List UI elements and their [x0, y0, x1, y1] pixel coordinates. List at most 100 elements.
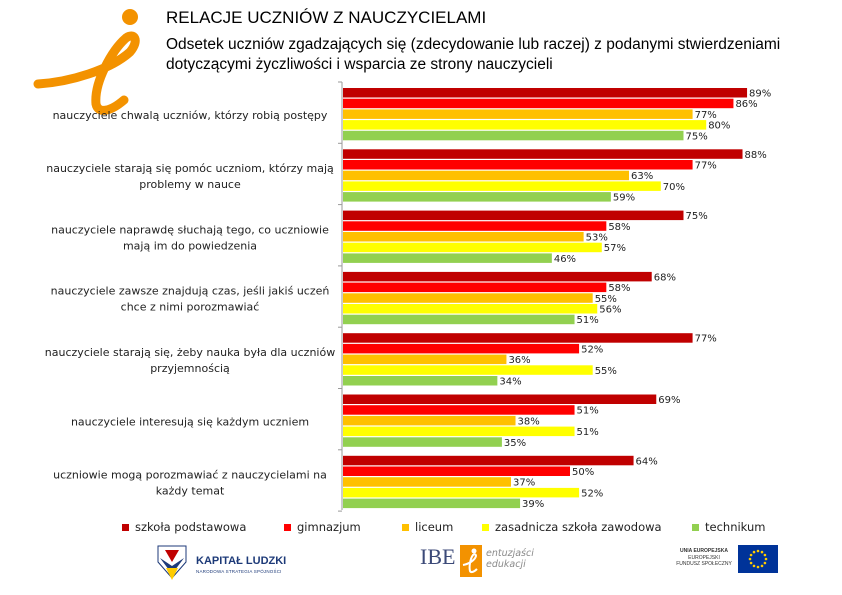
ibe-emblem-icon: [460, 545, 482, 577]
bar-gimnazjum: [343, 98, 734, 109]
data-label: 35%: [504, 438, 526, 449]
data-label: 55%: [595, 294, 617, 305]
legend-item: zasadnicza szkoła zawodowa: [482, 520, 662, 534]
bar-szkoła-podstawowa: [343, 333, 693, 343]
bar-gimnazjum: [343, 282, 607, 293]
eu-caption: UNIA EUROPEJSKA EUROPEJSKI FUNDUSZ SPOŁE…: [672, 548, 736, 568]
bar-szkoła-podstawowa: [343, 88, 748, 98]
data-label: 36%: [508, 355, 530, 366]
bar-gimnazjum: [343, 405, 575, 415]
data-label: 55%: [595, 366, 617, 377]
category-label: uczniowie mogą porozmawiać z nauczyciela…: [53, 469, 327, 482]
legend-swatch: [284, 523, 291, 531]
data-label: 88%: [745, 150, 767, 161]
page-title: RELACJE UCZNIÓW Z NAUCZYCIELAMI: [166, 8, 487, 27]
data-label: 59%: [613, 193, 635, 204]
data-label: 75%: [686, 131, 708, 142]
eu-star-icon: [763, 561, 767, 565]
bar-liceum: [343, 415, 516, 426]
data-label: 75%: [686, 211, 708, 222]
ibe-tagline-2: edukacji: [486, 559, 526, 570]
data-label: 77%: [695, 334, 717, 345]
eu-star-icon: [756, 565, 760, 569]
legend-item: liceum: [402, 520, 453, 534]
category-label: problemy w nauce: [139, 178, 241, 191]
bar-technikum: [343, 498, 521, 509]
legend-swatch: [482, 523, 489, 531]
bar-szkoła-podstawowa: [343, 455, 634, 466]
category-label: mają im do powiedzenia: [123, 239, 257, 252]
data-label: 37%: [513, 478, 535, 489]
bar-technikum: [343, 130, 684, 141]
data-label: 77%: [695, 161, 717, 172]
data-label: 68%: [654, 272, 676, 283]
bar-zasadnicza-szkoła-zawodowa: [343, 365, 593, 375]
bar-technikum: [343, 192, 611, 202]
data-label: 77%: [695, 110, 717, 121]
category-label: przyjemnością: [150, 362, 230, 375]
data-label: 51%: [577, 427, 599, 438]
legend-label: szkoła podstawowa: [135, 520, 247, 534]
bar-liceum: [343, 232, 584, 242]
category-label: nauczyciele starają się pomóc uczniom, k…: [46, 162, 334, 175]
legend-swatch: [402, 523, 409, 531]
eu-star-icon: [763, 553, 767, 557]
bar-gimnazjum: [343, 160, 693, 170]
eu-caption-2: EUROPEJSKI: [688, 554, 720, 561]
data-label: 56%: [599, 305, 621, 316]
category-label: nauczyciele starają się, żeby nauka była…: [45, 346, 335, 359]
data-label: 58%: [608, 222, 630, 233]
eu-flag-icon: [738, 545, 778, 573]
kapital-ludzki-emblem-icon: [157, 545, 187, 580]
bar-liceum: [343, 170, 630, 181]
data-label: 34%: [499, 377, 521, 388]
data-label: 89%: [749, 89, 771, 100]
eu-star-icon: [760, 550, 764, 554]
bar-szkoła-podstawowa: [343, 271, 652, 282]
bar-technikum: [343, 314, 575, 325]
eu-star-icon: [764, 557, 768, 561]
category-label: każdy temat: [156, 485, 225, 498]
data-label: 50%: [572, 467, 594, 478]
legend-swatch: [122, 523, 129, 531]
data-label: 46%: [554, 254, 576, 265]
bar-zasadnicza-szkoła-zawodowa: [343, 181, 661, 191]
bar-zasadnicza-szkoła-zawodowa: [343, 426, 575, 437]
data-label: 52%: [581, 488, 603, 499]
data-label: 52%: [581, 344, 603, 355]
bar-gimnazjum: [343, 221, 607, 231]
legend-swatch: [692, 523, 699, 531]
data-label: 51%: [577, 406, 599, 417]
entuzjasci-edukacji-logo: [33, 9, 140, 115]
bar-gimnazjum: [343, 466, 570, 476]
bar-szkoła-podstawowa: [343, 149, 743, 159]
legend-label: liceum: [415, 520, 454, 534]
ibe-name: IBE: [420, 544, 456, 569]
category-label: chce z nimi porozmawiać: [121, 301, 260, 314]
bar-technikum: [343, 437, 502, 447]
bar-liceum: [343, 477, 511, 487]
data-label: 86%: [735, 99, 757, 110]
data-label: 38%: [518, 416, 540, 427]
legend-label: technikum: [705, 520, 766, 534]
footer: [0, 540, 842, 590]
bar-szkoła-podstawowa: [343, 394, 657, 404]
data-label: 70%: [663, 182, 685, 193]
bar-gimnazjum: [343, 343, 580, 354]
page-subtitle: Odsetek uczniów zgadzających się (zdecyd…: [166, 36, 781, 73]
bar-technikum: [343, 376, 498, 386]
data-label: 57%: [604, 243, 626, 254]
eu-star-icon: [760, 564, 764, 568]
ibe-tagline-1: entuzjaści: [486, 548, 534, 559]
eu-star-icon: [749, 561, 753, 565]
category-label: nauczyciele zawsze znajdują czas, jeśli …: [51, 285, 330, 298]
bar-liceum: [343, 293, 593, 303]
eu-star-icon: [748, 557, 752, 561]
legend-label: zasadnicza szkoła zawodowa: [495, 520, 662, 534]
bar-szkoła-podstawowa: [343, 210, 684, 221]
bar-zasadnicza-szkoła-zawodowa: [343, 487, 580, 498]
legend-item: gimnazjum: [284, 520, 361, 534]
category-label: nauczyciele interesują się każdym ucznie…: [71, 415, 309, 428]
chart-legend: szkoła podstawowa gimnazjum liceum zasadnic…: [122, 520, 802, 536]
bar-chart: nauczyciele chwalą uczniów, którzy robią…: [45, 81, 771, 512]
